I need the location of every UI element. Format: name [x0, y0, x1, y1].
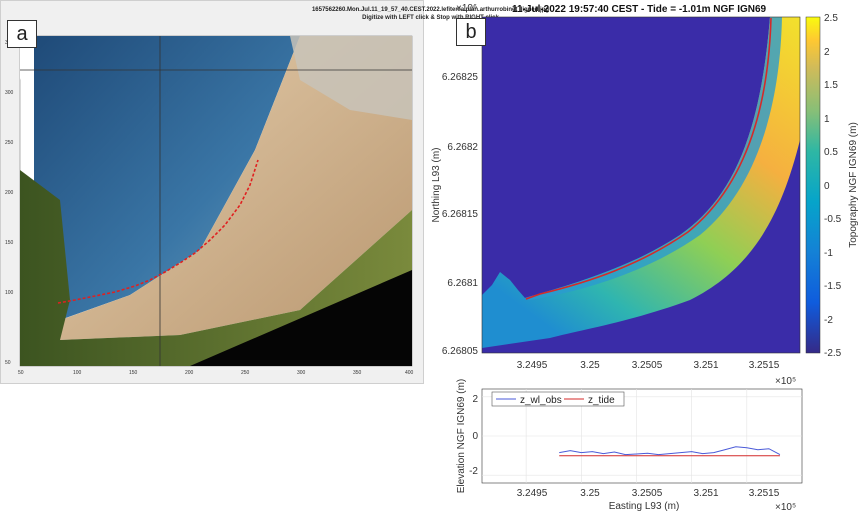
map-y-label: Northing L93 (m) — [431, 147, 442, 222]
map-y-tick: 6.26825 — [442, 72, 479, 83]
y-tick: 150 — [5, 240, 14, 246]
legend-box — [491, 391, 625, 407]
colorbar-tick: -1.5 — [824, 281, 842, 292]
elev-y-tick: -2 — [469, 466, 478, 477]
colorbar-tick: -0.5 — [824, 214, 842, 225]
digitize-figure-window[interactable]: 1657562260.Mon.Jul.11_19_57_40.CEST.2022… — [0, 0, 549, 384]
map-x-tick: 3.2515 — [749, 360, 780, 371]
shoreline-contour — [525, 17, 772, 300]
x-tick: 400 — [405, 370, 414, 376]
map-frame — [481, 16, 801, 354]
map-x-exponent: ×10⁵ — [775, 376, 796, 387]
y-tick: 200 — [5, 190, 14, 196]
x-tick: 150 — [129, 370, 138, 376]
colorbar — [805, 16, 821, 354]
elev-y-tick: 0 — [472, 431, 478, 442]
map-y-tick: 6.26805 — [442, 346, 479, 357]
colorbar-tick: 0 — [824, 181, 830, 192]
colorbar-tick: -2.5 — [824, 348, 842, 359]
elev-y-tick: 2 — [472, 394, 478, 405]
topography-band — [482, 17, 800, 348]
map-x-tick: 3.251 — [693, 360, 718, 371]
sea-area — [34, 36, 300, 330]
legend[interactable]: z_wl_obs z_tide — [491, 391, 625, 407]
elevation-axes[interactable]: z_wl_obs z_tide — [481, 388, 803, 484]
x-tick: 350 — [353, 370, 362, 376]
y-tick: 100 — [5, 290, 14, 296]
map-y-tick: 6.2681 — [447, 278, 478, 289]
y-tick: 250 — [5, 140, 14, 146]
colorbar-tick: 2.5 — [824, 13, 838, 24]
x-tick: 250 — [241, 370, 250, 376]
dark-corner — [190, 270, 412, 366]
map-y-tick: 6.26815 — [442, 209, 479, 220]
colorbar-label: Topography NGF IGN69 (m) — [848, 122, 859, 248]
matlab-figure: ×10⁶ 11-Jul-2022 19:57:40 CEST - Tide = … — [431, 3, 859, 513]
elev-x-tick: 3.251 — [693, 488, 718, 499]
series-line-z-wl-obs — [559, 446, 781, 456]
elev-x-tick: 3.2515 — [749, 488, 780, 499]
elev-y-label: Elevation NGF IGN69 (m) — [456, 379, 467, 493]
beach-photo-axes[interactable] — [0, 0, 422, 382]
panel-label-b: b — [456, 18, 486, 46]
colorbar-tick: 0.5 — [824, 147, 838, 158]
map-x-tick: 3.2495 — [517, 360, 548, 371]
legend-label-z-wl-obs: z_wl_obs — [520, 395, 562, 406]
map-axes[interactable] — [481, 16, 801, 354]
digitized-shoreline[interactable] — [57, 159, 259, 304]
figure-title: 1657562260.Mon.Jul.11_19_57_40.CEST.2022… — [311, 7, 550, 21]
x-tick: 200 — [185, 370, 194, 376]
elev-x-tick: 3.25 — [580, 488, 600, 499]
y-tick: 300 — [5, 90, 14, 96]
elev-x-tick: 3.2505 — [632, 488, 663, 499]
y-tick: 50 — [5, 360, 11, 366]
map-x-tick: 3.25 — [580, 360, 600, 371]
beach-sand — [55, 36, 412, 340]
x-tick: 300 — [297, 370, 306, 376]
legend-label-z-tide: z_tide — [588, 395, 615, 406]
map-y-tick: 6.2682 — [447, 142, 478, 153]
map-title: 11-Jul-2022 19:57:40 CEST - Tide = -1.01… — [512, 4, 767, 15]
elev-x-exponent: ×10⁵ — [775, 502, 796, 513]
x-tick: 50 — [18, 370, 24, 376]
y-exponent-label: ×10⁶ — [456, 3, 477, 14]
map-x-tick: 3.2505 — [632, 360, 663, 371]
colorbar-tick: -1 — [824, 248, 833, 259]
colorbar-tick: -2 — [824, 315, 833, 326]
elev-x-label: Easting L93 (m) — [609, 501, 680, 512]
panel-label-a: a — [7, 20, 37, 48]
colorbar-tick: 1.5 — [824, 80, 838, 91]
colorbar-tick: 2 — [824, 47, 830, 58]
elev-x-tick: 3.2495 — [517, 488, 548, 499]
colorbar-tick: 1 — [824, 114, 830, 125]
x-tick: 100 — [73, 370, 82, 376]
rocks-area — [290, 36, 412, 120]
